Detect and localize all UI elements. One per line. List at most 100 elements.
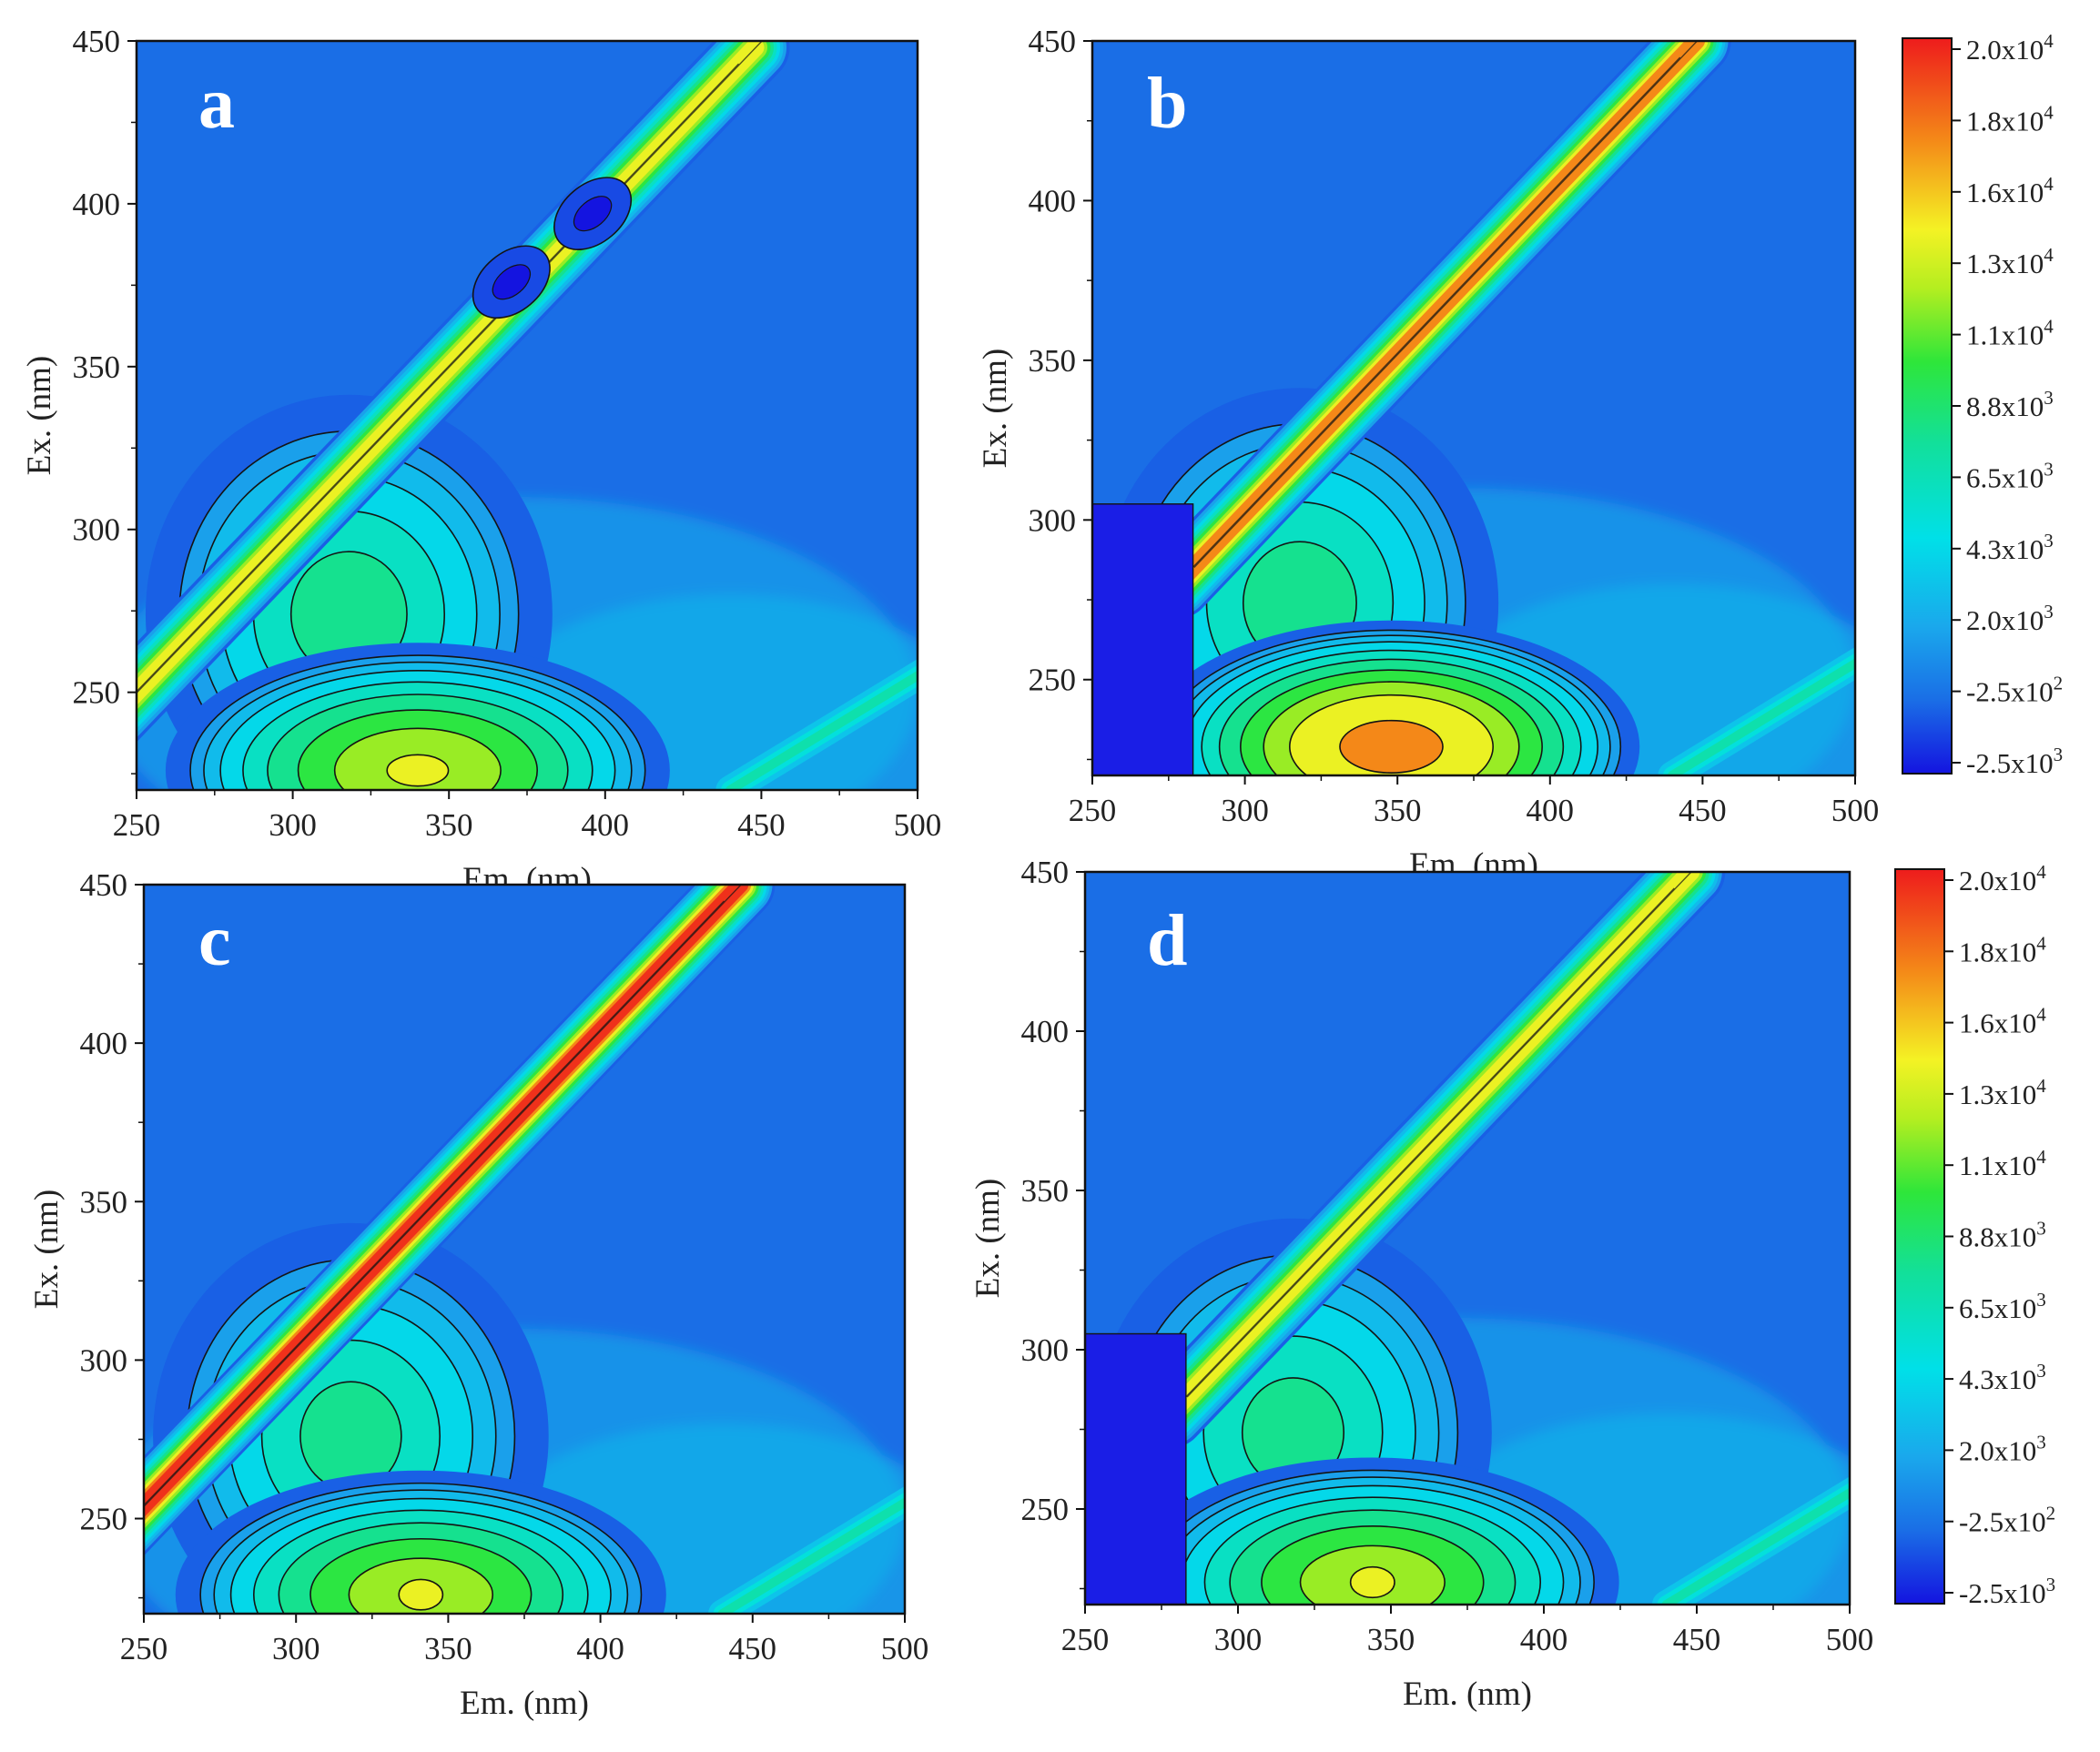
plot-area-b: [1092, 41, 1855, 775]
second-order-scatter: [1652, 1476, 1850, 1605]
colorbar-gradient: [1894, 868, 1945, 1605]
colorbar-tick-label: 2.0x104: [1959, 861, 2046, 896]
colorbar-tick-label: 1.6x104: [1966, 173, 2054, 208]
fluorescence-peak: [175, 1470, 666, 1614]
y-tick-label: 300: [1029, 502, 1077, 538]
y-tick-label: 400: [80, 1026, 128, 1061]
x-tick-label: 300: [1221, 793, 1269, 828]
panel-letter: c: [198, 901, 231, 981]
x-axis-title: Em. (nm): [460, 1685, 589, 1722]
y-tick-label: 300: [73, 512, 121, 548]
second-order-scatter: [715, 659, 918, 790]
x-tick-label: 450: [1673, 1622, 1721, 1657]
x-tick-label: 500: [881, 1631, 929, 1666]
colorbar-tick-label: 1.8x104: [1966, 101, 2054, 137]
panel-letter: a: [198, 64, 235, 144]
fluorescence-peak: [1142, 620, 1640, 775]
x-tick-label: 350: [1374, 793, 1422, 828]
colorbar-tick-label: 6.5x103: [1959, 1289, 2046, 1324]
x-tick-label: 300: [1214, 1622, 1263, 1657]
colorbar-tick-label: 1.8x104: [1959, 932, 2046, 967]
masked-region: [1092, 503, 1194, 775]
y-tick-label: 250: [1021, 1492, 1070, 1527]
y-tick-label: 450: [80, 867, 128, 903]
colorbar-tick-label: 1.3x104: [1959, 1075, 2046, 1110]
x-tick-label: 500: [1826, 1622, 1874, 1657]
y-tick-label: 450: [73, 24, 121, 59]
plot-area-d: [1085, 872, 1850, 1605]
colorbar-tick-label: -2.5x103: [1966, 744, 2063, 779]
y-axis-title: Ex. (nm): [977, 349, 1014, 469]
colorbar-1: 2.0x104 1.8x104 1.6x104 1.3x104 1.1x104 8.8x1…: [1902, 30, 2063, 779]
x-tick-label: 300: [269, 807, 317, 843]
colorbar-gradient: [1902, 37, 1953, 775]
x-tick-label: 400: [1520, 1622, 1568, 1657]
y-tick-label: 250: [80, 1502, 128, 1537]
colorbar-tick-label: 1.6x104: [1959, 1004, 2046, 1039]
colorbar-tick-label: 2.0x103: [1959, 1431, 2046, 1466]
y-tick-label: 400: [1029, 183, 1077, 218]
colorbar-tick-label: 2.0x104: [1966, 30, 2054, 66]
colorbar-tick-label: 2.0x103: [1966, 601, 2054, 636]
colorbar-tick-label: 1.1x104: [1966, 316, 2054, 351]
colorbar-tick-label: 4.3x103: [1966, 530, 2054, 565]
panel-letter: d: [1147, 901, 1188, 981]
second-order-scatter: [708, 1485, 905, 1614]
x-tick-label: 500: [1831, 793, 1880, 828]
colorbar-tick-label: 6.5x103: [1966, 458, 2054, 493]
colorbar-2: 2.0x104 1.8x104 1.6x104 1.3x104 1.1x104 8.8x1…: [1894, 861, 2055, 1609]
y-tick-label: 400: [1021, 1014, 1070, 1049]
colorbar-tick-label: 8.8x103: [1959, 1218, 2046, 1253]
rayleigh-scatter-band: [144, 885, 776, 1556]
x-tick-label: 450: [1679, 793, 1727, 828]
x-tick-label: 500: [894, 807, 942, 843]
plot-area-a: [137, 41, 918, 790]
x-tick-label: 250: [1061, 1622, 1110, 1657]
y-tick-label: 250: [1029, 663, 1077, 698]
fluorescence-peak: [1126, 1457, 1619, 1605]
y-tick-label: 400: [73, 187, 121, 222]
panel-c: 250 300 350 400 450 500 250 300 350 400 450 Em. (nm…: [28, 867, 929, 1722]
x-tick-label: 250: [1069, 793, 1117, 828]
rayleigh-scatter-band: [1136, 872, 1726, 1448]
masked-region: [1085, 1332, 1187, 1605]
x-tick-label: 350: [1367, 1622, 1415, 1657]
y-axis-title: Ex. (nm): [21, 356, 58, 476]
y-axis-title: Ex. (nm): [28, 1190, 66, 1310]
y-tick-label: 350: [1021, 1173, 1070, 1209]
colorbar-tick-label: 4.3x103: [1959, 1360, 2046, 1395]
x-tick-label: 400: [1527, 793, 1575, 828]
y-tick-label: 300: [80, 1342, 128, 1378]
x-tick-label: 450: [737, 807, 786, 843]
second-order-scatter: [1658, 646, 1855, 775]
x-axis-title: Em. (nm): [1403, 1676, 1532, 1713]
x-tick-label: 300: [272, 1631, 320, 1666]
y-axis-title: Ex. (nm): [969, 1179, 1007, 1299]
y-tick-label: 350: [1029, 343, 1077, 379]
panel-d: 250 300 350 400 450 500 250 300 350 400 450 Em. (nm…: [969, 855, 1874, 1713]
y-tick-label: 350: [73, 349, 121, 385]
colorbar-tick-label: -2.5x103: [1959, 1574, 2055, 1609]
x-tick-label: 400: [582, 807, 630, 843]
x-tick-label: 350: [424, 1631, 472, 1666]
colorbar-tick-label: 8.8x103: [1966, 387, 2054, 422]
plot-area-c: [144, 885, 905, 1614]
colorbar-tick-label: -2.5x102: [1966, 673, 2063, 708]
fluorescence-peak: [165, 643, 670, 790]
y-tick-label: 300: [1021, 1332, 1070, 1368]
x-tick-label: 400: [576, 1631, 624, 1666]
x-tick-label: 450: [729, 1631, 777, 1666]
negative-spot: [472, 245, 551, 319]
colorbar-tick-label: 1.3x104: [1966, 244, 2054, 279]
rayleigh-scatter-band: [1142, 41, 1731, 619]
colorbar-tick-label: 1.1x104: [1959, 1146, 2046, 1181]
y-tick-label: 350: [80, 1184, 128, 1220]
y-tick-label: 450: [1029, 24, 1077, 59]
y-tick-label: 450: [1021, 855, 1070, 890]
colorbar-tick-label: -2.5x102: [1959, 1503, 2055, 1538]
panel-letter: b: [1147, 64, 1188, 144]
